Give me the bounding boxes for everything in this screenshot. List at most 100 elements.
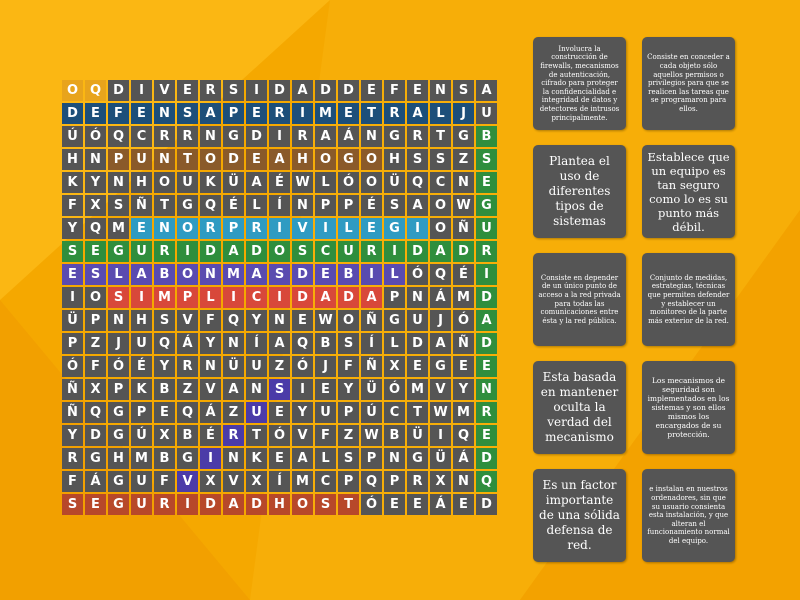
- grid-cell[interactable]: E: [85, 494, 106, 515]
- grid-cell[interactable]: S: [85, 264, 106, 285]
- grid-cell[interactable]: U: [315, 402, 336, 423]
- grid-cell[interactable]: Ó: [453, 310, 474, 331]
- grid-cell[interactable]: É: [453, 264, 474, 285]
- grid-cell[interactable]: N: [361, 126, 382, 147]
- grid-cell[interactable]: X: [85, 195, 106, 216]
- grid-cell[interactable]: P: [384, 287, 405, 308]
- clue-card-10[interactable]: e instalan en nuestros ordenadores, sin …: [642, 469, 735, 562]
- grid-cell[interactable]: S: [269, 379, 290, 400]
- grid-cell[interactable]: Y: [154, 356, 175, 377]
- grid-cell[interactable]: H: [62, 149, 83, 170]
- grid-cell[interactable]: I: [62, 287, 83, 308]
- grid-cell[interactable]: T: [177, 149, 198, 170]
- grid-cell[interactable]: A: [269, 333, 290, 354]
- grid-cell[interactable]: B: [154, 264, 175, 285]
- grid-cell[interactable]: Ü: [384, 172, 405, 193]
- grid-cell[interactable]: D: [108, 80, 129, 101]
- grid-cell[interactable]: Y: [85, 172, 106, 193]
- grid-cell[interactable]: U: [246, 356, 267, 377]
- grid-cell[interactable]: Ü: [223, 356, 244, 377]
- grid-cell[interactable]: G: [108, 425, 129, 446]
- grid-cell[interactable]: D: [200, 494, 221, 515]
- grid-cell[interactable]: A: [131, 264, 152, 285]
- grid-cell[interactable]: R: [154, 241, 175, 262]
- grid-cell[interactable]: O: [177, 264, 198, 285]
- grid-cell[interactable]: V: [430, 379, 451, 400]
- grid-cell[interactable]: W: [453, 195, 474, 216]
- grid-cell[interactable]: Y: [200, 333, 221, 354]
- grid-cell[interactable]: E: [476, 172, 497, 193]
- grid-cell[interactable]: E: [407, 80, 428, 101]
- clue-card-2[interactable]: Consiste en conceder a cada objeto sólo …: [642, 37, 735, 130]
- grid-cell[interactable]: U: [476, 218, 497, 239]
- grid-cell[interactable]: S: [453, 80, 474, 101]
- grid-cell[interactable]: P: [223, 103, 244, 124]
- grid-cell[interactable]: A: [430, 241, 451, 262]
- grid-cell[interactable]: S: [62, 241, 83, 262]
- grid-cell[interactable]: U: [407, 310, 428, 331]
- grid-cell[interactable]: E: [246, 103, 267, 124]
- grid-cell[interactable]: S: [223, 80, 244, 101]
- grid-cell[interactable]: G: [384, 218, 405, 239]
- grid-cell[interactable]: D: [269, 80, 290, 101]
- grid-cell[interactable]: Ü: [62, 310, 83, 331]
- grid-cell[interactable]: I: [361, 264, 382, 285]
- grid-cell[interactable]: D: [476, 333, 497, 354]
- grid-cell[interactable]: Ü: [223, 172, 244, 193]
- grid-cell[interactable]: Z: [223, 402, 244, 423]
- grid-cell[interactable]: I: [292, 379, 313, 400]
- grid-cell[interactable]: N: [154, 149, 175, 170]
- grid-cell[interactable]: Ñ: [62, 379, 83, 400]
- grid-cell[interactable]: O: [85, 287, 106, 308]
- grid-cell[interactable]: F: [384, 80, 405, 101]
- grid-cell[interactable]: U: [246, 402, 267, 423]
- grid-cell[interactable]: M: [315, 103, 336, 124]
- grid-cell[interactable]: P: [338, 471, 359, 492]
- grid-cell[interactable]: Q: [223, 310, 244, 331]
- grid-cell[interactable]: V: [292, 218, 313, 239]
- grid-cell[interactable]: Q: [85, 402, 106, 423]
- grid-cell[interactable]: N: [108, 310, 129, 331]
- grid-cell[interactable]: T: [430, 126, 451, 147]
- grid-cell[interactable]: R: [361, 241, 382, 262]
- grid-cell[interactable]: N: [430, 80, 451, 101]
- grid-cell[interactable]: G: [108, 402, 129, 423]
- grid-cell[interactable]: Á: [453, 448, 474, 469]
- grid-cell[interactable]: G: [407, 448, 428, 469]
- grid-cell[interactable]: P: [384, 471, 405, 492]
- grid-cell[interactable]: W: [315, 310, 336, 331]
- grid-cell[interactable]: I: [177, 241, 198, 262]
- grid-cell[interactable]: E: [154, 402, 175, 423]
- grid-cell[interactable]: C: [315, 241, 336, 262]
- grid-cell[interactable]: X: [200, 471, 221, 492]
- grid-cell[interactable]: F: [200, 310, 221, 331]
- grid-cell[interactable]: N: [453, 172, 474, 193]
- grid-cell[interactable]: F: [85, 356, 106, 377]
- grid-cell[interactable]: R: [269, 103, 290, 124]
- grid-cell[interactable]: A: [200, 103, 221, 124]
- grid-cell[interactable]: W: [361, 425, 382, 446]
- grid-cell[interactable]: A: [407, 195, 428, 216]
- grid-cell[interactable]: E: [131, 103, 152, 124]
- grid-cell[interactable]: E: [407, 356, 428, 377]
- grid-cell[interactable]: E: [453, 494, 474, 515]
- grid-cell[interactable]: V: [223, 471, 244, 492]
- grid-cell[interactable]: Q: [453, 425, 474, 446]
- grid-cell[interactable]: É: [200, 425, 221, 446]
- grid-cell[interactable]: Ü: [430, 448, 451, 469]
- grid-cell[interactable]: Y: [453, 379, 474, 400]
- grid-cell[interactable]: M: [108, 218, 129, 239]
- grid-cell[interactable]: M: [453, 287, 474, 308]
- grid-cell[interactable]: E: [177, 80, 198, 101]
- grid-cell[interactable]: Á: [430, 494, 451, 515]
- grid-cell[interactable]: L: [384, 264, 405, 285]
- grid-cell[interactable]: Ó: [269, 425, 290, 446]
- grid-cell[interactable]: B: [338, 264, 359, 285]
- grid-cell[interactable]: S: [292, 241, 313, 262]
- grid-cell[interactable]: H: [131, 310, 152, 331]
- grid-cell[interactable]: G: [108, 241, 129, 262]
- grid-cell[interactable]: I: [476, 264, 497, 285]
- grid-cell[interactable]: D: [200, 241, 221, 262]
- grid-cell[interactable]: C: [430, 172, 451, 193]
- grid-cell[interactable]: A: [223, 379, 244, 400]
